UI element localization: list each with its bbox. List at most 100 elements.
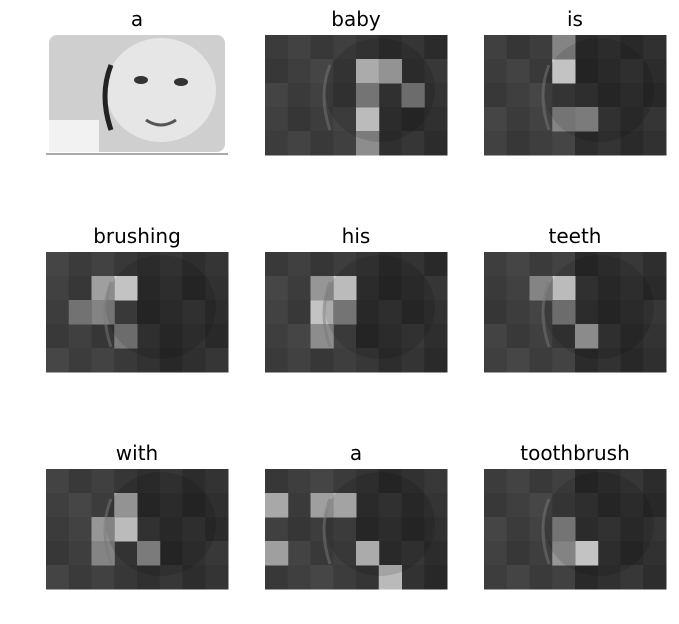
attention-cell: [265, 348, 289, 373]
attention-cell: [506, 348, 530, 373]
face-shadow: [106, 255, 216, 359]
attention-cell: [529, 517, 553, 542]
panel: teeth: [484, 224, 667, 373]
attention-cell: [506, 324, 530, 349]
attention-cell: [597, 493, 621, 518]
attention-cell: [310, 83, 334, 108]
attention-cell: [506, 83, 530, 108]
mouth: [145, 118, 177, 127]
attention-cell: [137, 324, 161, 349]
attention-hot: [552, 276, 576, 301]
attention-cell: [205, 324, 229, 349]
attention-cell: [287, 131, 311, 156]
attention-cell: [378, 469, 402, 494]
attention-hot: [91, 517, 115, 542]
attention-cell: [597, 469, 621, 494]
attention-cell: [137, 565, 161, 590]
attention-cell: [424, 35, 448, 60]
attention-cell: [424, 565, 448, 590]
eye: [174, 78, 188, 86]
attention-cell: [484, 107, 508, 132]
attention-cell: [182, 324, 206, 349]
shoulder: [49, 120, 99, 152]
attention-hot: [552, 300, 576, 325]
attention-cell: [159, 348, 183, 373]
attention-cell: [182, 517, 206, 542]
attention-cell: [310, 469, 334, 494]
caption: toothbrush: [520, 441, 630, 465]
attention-cell: [484, 252, 508, 277]
panel: a: [265, 441, 448, 590]
attention-cell: [552, 131, 576, 156]
attention-cell: [205, 276, 229, 301]
attention-cell: [356, 35, 380, 60]
attention-cell: [643, 493, 667, 518]
attention-hot: [114, 276, 138, 301]
phone-shadow: [322, 64, 332, 131]
attention-cell: [597, 348, 621, 373]
attention-cell: [506, 35, 530, 60]
attention-cell: [643, 565, 667, 590]
attention-cell: [68, 252, 92, 277]
caption: brushing: [93, 224, 181, 248]
attention-hot: [552, 35, 576, 60]
attention-cell: [205, 565, 229, 590]
attention-cell: [620, 276, 644, 301]
attention-cell: [552, 565, 576, 590]
attention-cell: [46, 469, 70, 494]
attention-cell: [597, 35, 621, 60]
panel: with: [46, 441, 229, 590]
attention-hot: [575, 107, 599, 132]
attention-cell: [378, 131, 402, 156]
attention-hot: [333, 276, 357, 301]
caption: is: [567, 7, 583, 31]
attention-cell: [91, 348, 115, 373]
attention-cell: [620, 59, 644, 84]
attention-cell: [597, 324, 621, 349]
attention-cell: [529, 35, 553, 60]
attention-cell: [378, 493, 402, 518]
attention-cell: [182, 493, 206, 518]
attention-hot: [552, 517, 576, 542]
attention-cell: [182, 541, 206, 566]
attention-cell: [484, 131, 508, 156]
attention-cell: [484, 565, 508, 590]
panel: brushing: [46, 224, 229, 373]
attention-cell: [575, 131, 599, 156]
attention-hot: [114, 324, 138, 349]
attention-cell: [356, 517, 380, 542]
attention-hot: [356, 83, 380, 108]
face: [106, 38, 216, 142]
attention-cell: [401, 493, 425, 518]
attention-cell: [265, 131, 289, 156]
attention-cell: [68, 276, 92, 301]
caption: a: [131, 7, 143, 31]
caption: with: [116, 441, 158, 465]
attention-cell: [401, 348, 425, 373]
attention-cell: [552, 348, 576, 373]
attention-cell: [265, 59, 289, 84]
attention-cell: [182, 469, 206, 494]
attention-cell: [643, 107, 667, 132]
attention-hot: [333, 493, 357, 518]
attention-cell: [424, 493, 448, 518]
attention-cell: [159, 469, 183, 494]
attention-cell: [182, 565, 206, 590]
caption: his: [342, 224, 371, 248]
attention-cell: [287, 541, 311, 566]
face-shadow: [106, 472, 216, 576]
attention-cell: [643, 541, 667, 566]
attention-cell: [265, 107, 289, 132]
attention-cell: [424, 324, 448, 349]
attention-cell: [310, 59, 334, 84]
attention-cell: [401, 252, 425, 277]
attention-cell: [114, 348, 138, 373]
attention-cell: [575, 35, 599, 60]
attention-cell: [378, 541, 402, 566]
panel: his: [265, 224, 448, 373]
attention-cell: [620, 348, 644, 373]
attention-cell: [378, 107, 402, 132]
attention-cell: [643, 517, 667, 542]
attention-cell: [159, 324, 183, 349]
attention-cell: [265, 469, 289, 494]
